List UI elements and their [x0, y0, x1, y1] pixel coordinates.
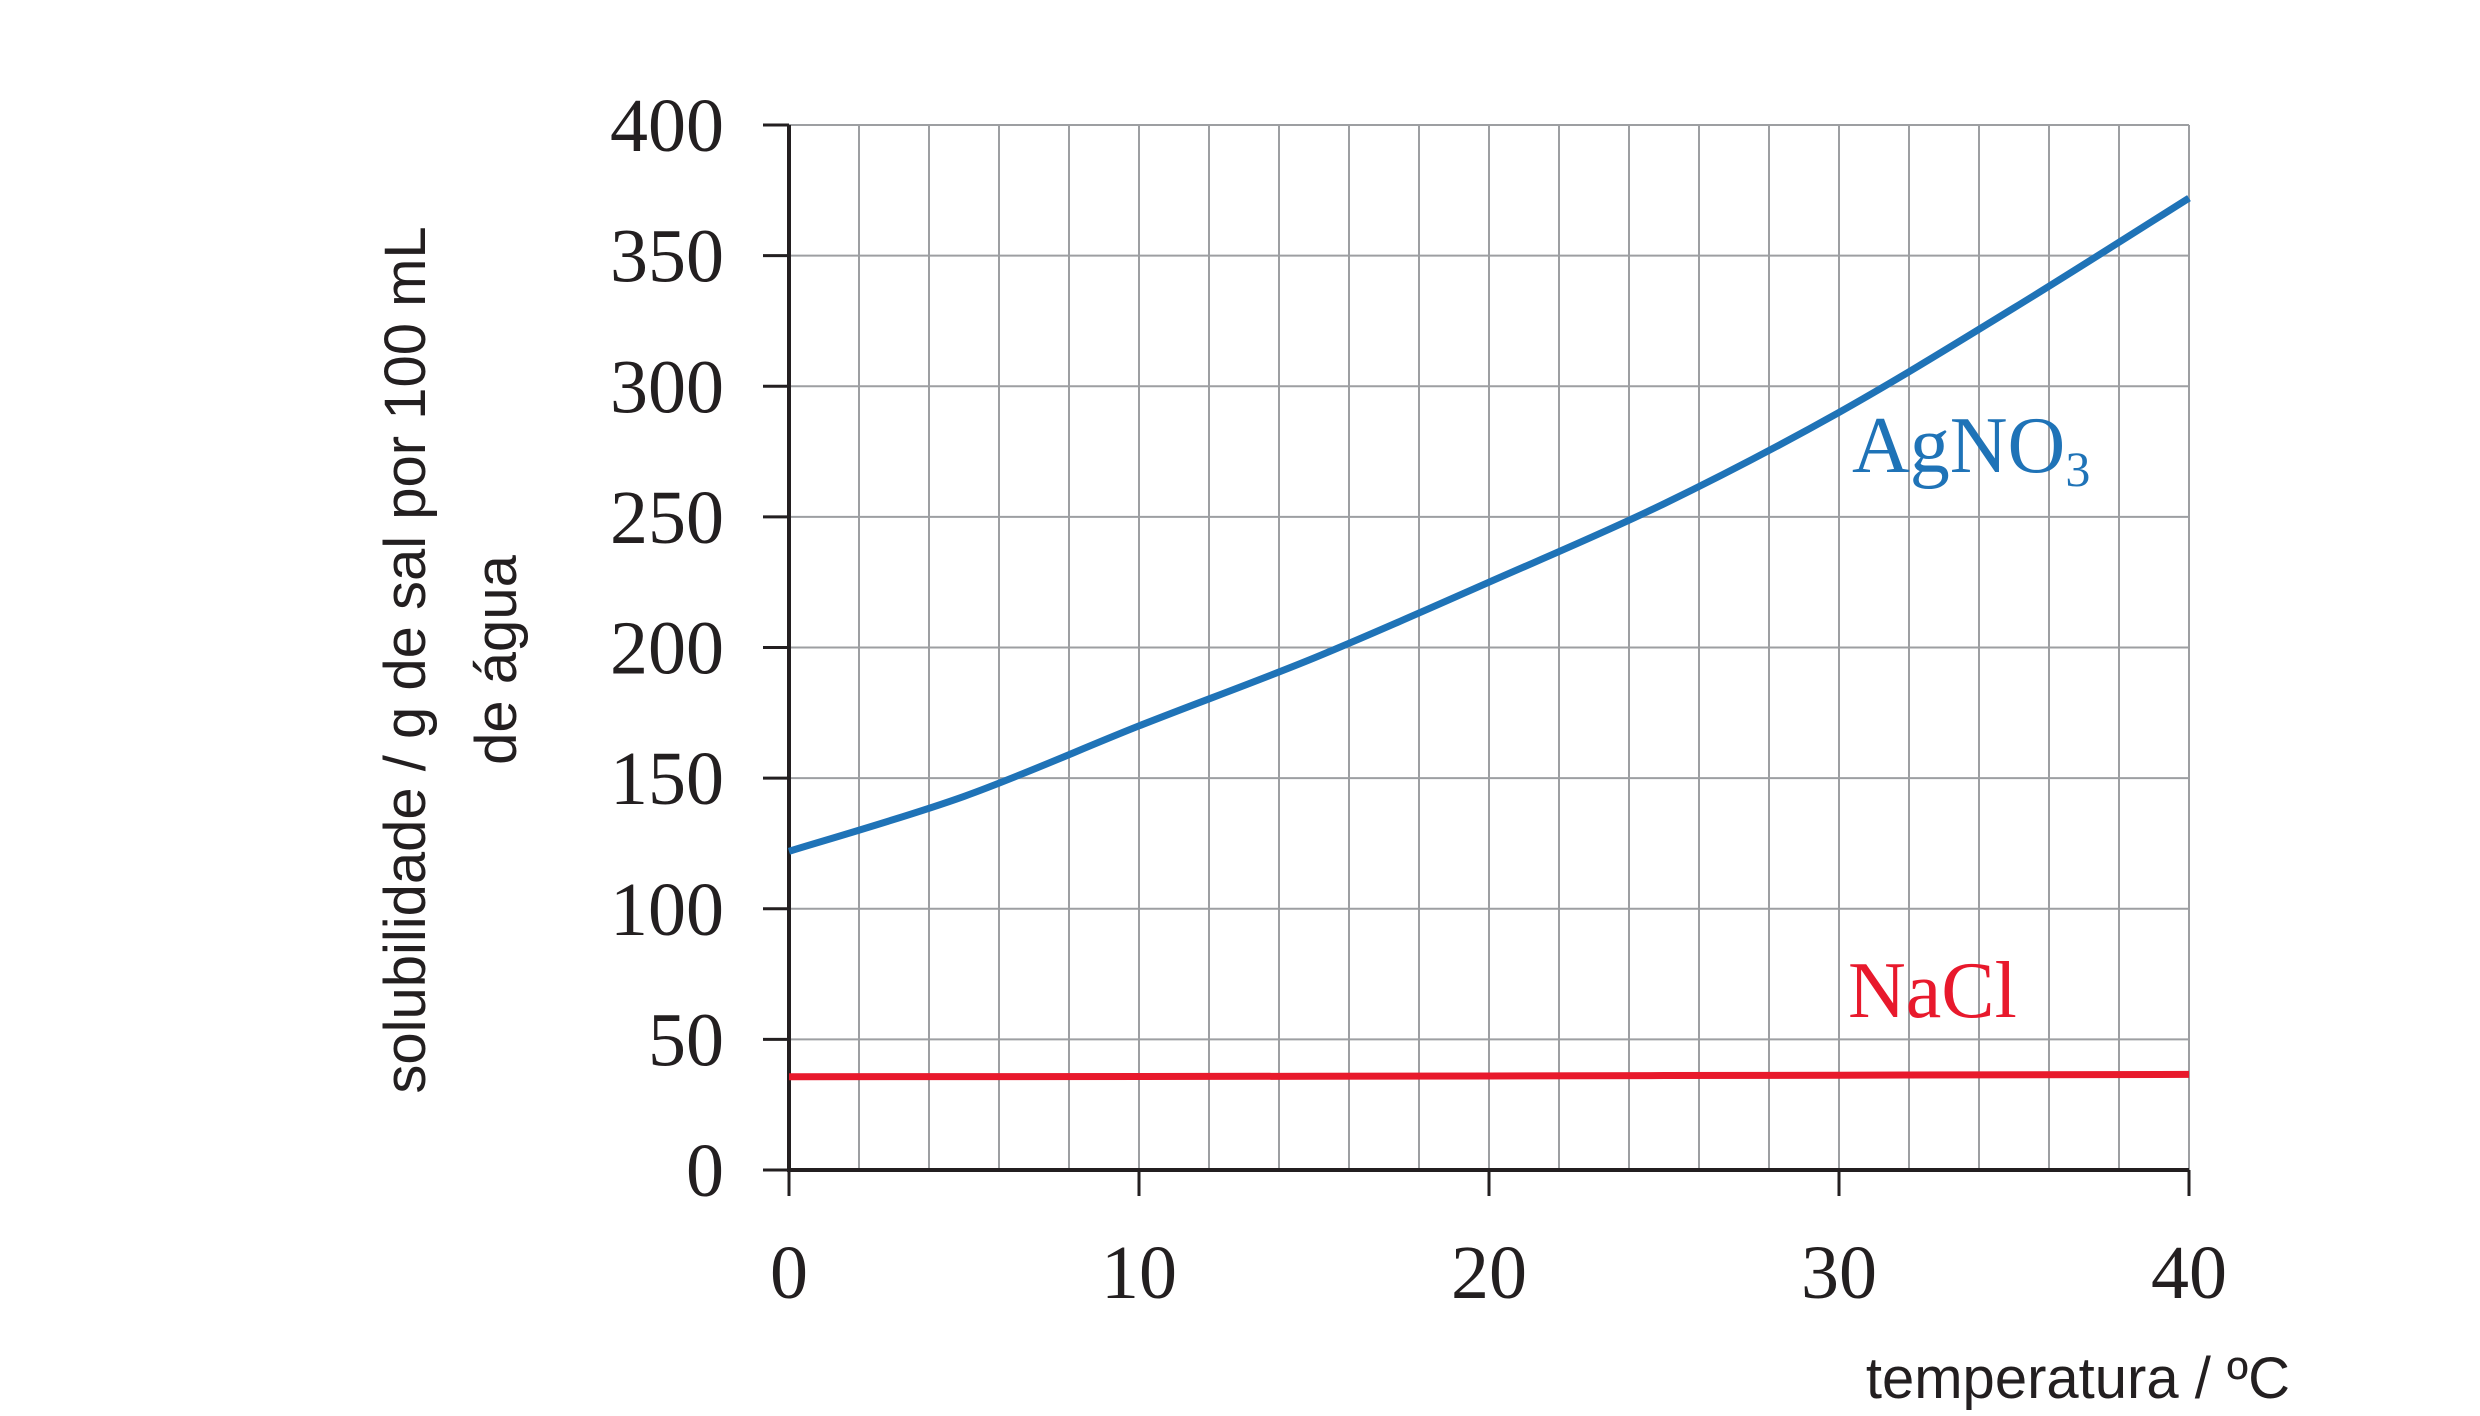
y-tick-label: 250 — [610, 476, 724, 560]
series-line-nacl — [788, 1070, 2190, 1081]
y-axis-label-line2: de água — [464, 554, 529, 764]
x-tick-label: 20 — [1451, 1231, 1527, 1315]
x-axis-label: temperatura / ºC — [1866, 1346, 2290, 1411]
tick-labels: 0 50 100 150 200 250 300 350 400 0 10 20 30 40 — [610, 84, 2227, 1315]
y-axis-label-line1: solubilidade / g de sal por 100 mL — [373, 226, 438, 1093]
x-tick-label: 10 — [1101, 1231, 1177, 1315]
series-lines — [787, 195, 2191, 1081]
x-tick-label: 40 — [2151, 1231, 2227, 1315]
series-label-nacl: NaCl — [1848, 947, 2017, 1035]
x-tick-label: 0 — [770, 1231, 808, 1315]
y-tick-label: 50 — [648, 998, 724, 1082]
y-tick-label: 400 — [610, 84, 724, 168]
y-tick-label: 200 — [610, 607, 724, 691]
y-tick-label: 0 — [686, 1129, 724, 1213]
series-label-agno: AgNO3 — [1852, 402, 2090, 497]
grid — [788, 124, 2190, 1171]
y-tick-label: 100 — [610, 868, 724, 952]
y-tick-label: 350 — [610, 215, 724, 299]
series-labels: AgNO3 NaCl — [1848, 402, 2090, 1035]
axes — [763, 123, 2191, 1196]
series-line-agno — [787, 195, 2191, 855]
y-tick-label: 300 — [610, 345, 724, 429]
x-tick-label: 30 — [1801, 1231, 1877, 1315]
y-tick-label: 150 — [610, 737, 724, 821]
series-label-subscript: 3 — [2065, 441, 2090, 497]
